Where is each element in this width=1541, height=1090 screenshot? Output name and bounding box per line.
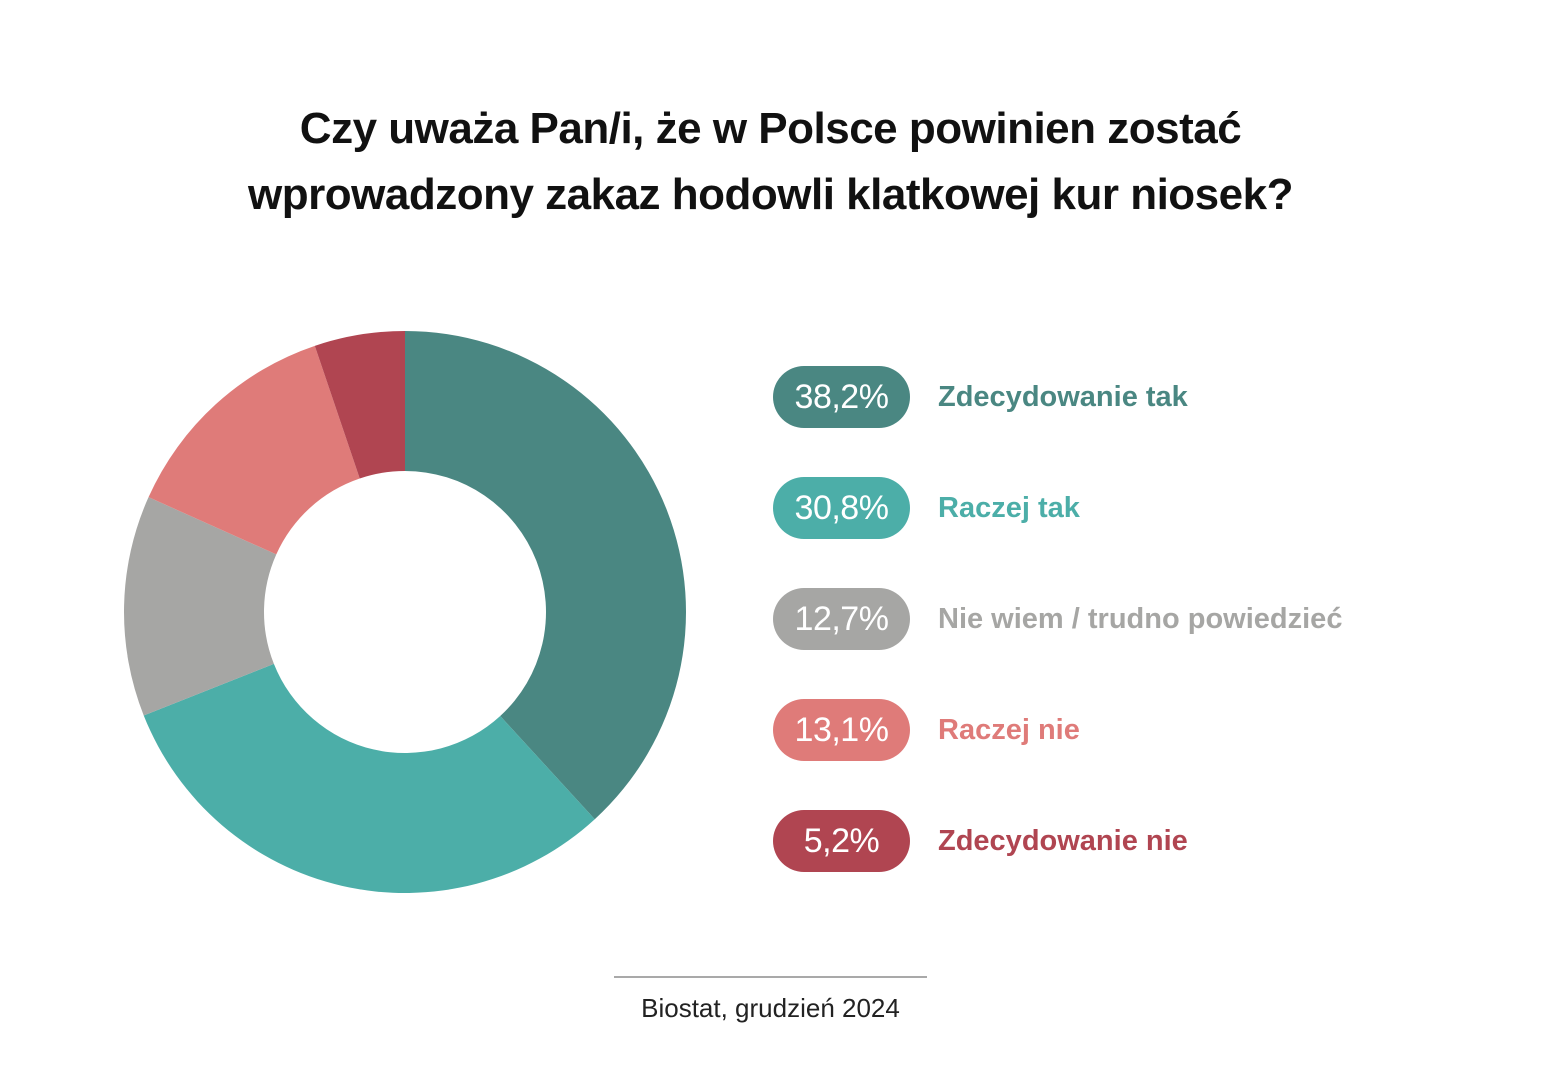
- legend-value-badge: 13,1%: [773, 699, 910, 761]
- donut-slice-0: [405, 331, 686, 820]
- chart-title-line-1: Czy uważa Pan/i, że w Polsce powinien zo…: [299, 104, 1242, 153]
- legend-item-zdecydowanie-nie: 5,2% Zdecydowanie nie: [773, 810, 1473, 872]
- chart-title-line-2: wprowadzony zakaz hodowli klatkowej kur …: [248, 170, 1293, 219]
- legend-label: Raczej nie: [938, 713, 1080, 746]
- legend-value-badge: 30,8%: [773, 477, 910, 539]
- legend-value-badge: 12,7%: [773, 588, 910, 650]
- legend-item-raczej-tak: 30,8% Raczej tak: [773, 477, 1473, 539]
- legend-value-badge: 5,2%: [773, 810, 910, 872]
- legend-label: Zdecydowanie tak: [938, 380, 1188, 413]
- donut-slice-1: [143, 663, 595, 893]
- legend-item-zdecydowanie-tak: 38,2% Zdecydowanie tak: [773, 366, 1473, 428]
- legend-label: Zdecydowanie nie: [938, 824, 1188, 857]
- donut-slice-4: [314, 331, 405, 479]
- legend-label: Nie wiem / trudno powiedzieć: [938, 602, 1343, 635]
- legend-label: Raczej tak: [938, 491, 1080, 524]
- legend-item-raczej-nie: 13,1% Raczej nie: [773, 699, 1473, 761]
- donut-slice-2: [123, 497, 277, 716]
- chart-title: Czy uważa Pan/i, że w Polsce powinien zo…: [0, 96, 1541, 228]
- source-divider: [614, 976, 927, 978]
- legend-value-badge: 38,2%: [773, 366, 910, 428]
- donut-slice-3: [148, 345, 360, 555]
- legend-item-nie-wiem: 12,7% Nie wiem / trudno powiedzieć: [773, 588, 1473, 650]
- source-note: Biostat, grudzień 2024: [641, 993, 900, 1023]
